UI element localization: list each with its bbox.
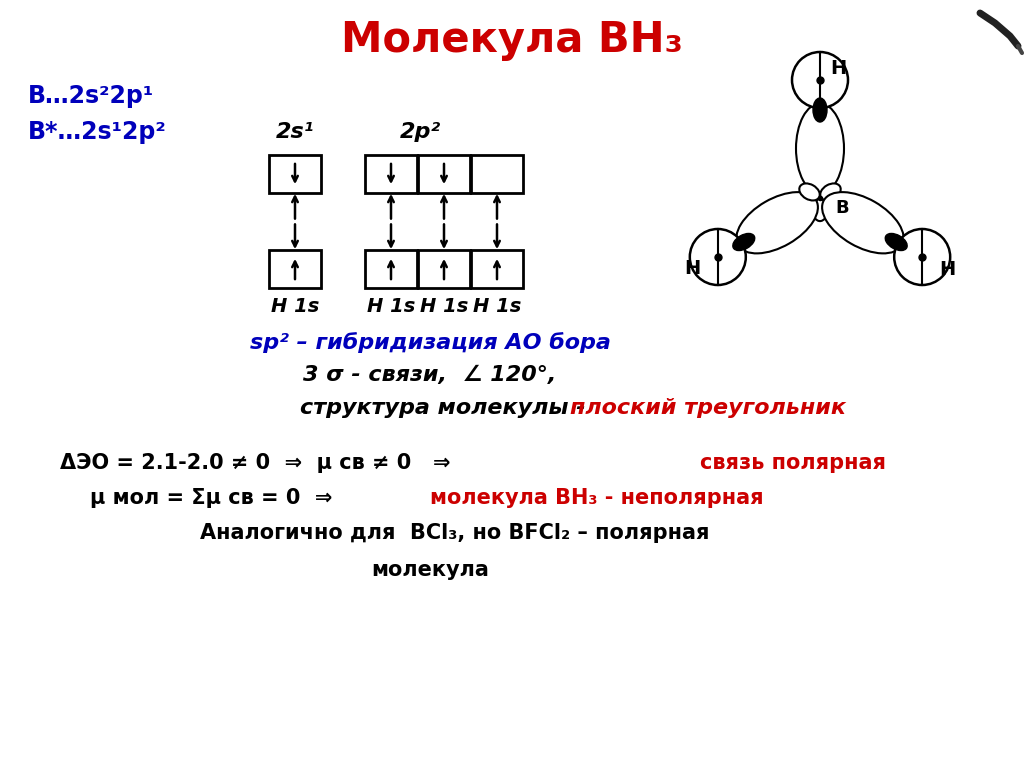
Text: B: B [836,199,849,217]
Circle shape [690,229,745,285]
Text: плоский треугольник: плоский треугольник [570,398,846,418]
Text: структура молекулы -: структура молекулы - [300,398,593,418]
Bar [365,155,417,193]
Text: Аналогично для  BCl₃, но BFCl₂ – полярная: Аналогично для BCl₃, но BFCl₂ – полярная [200,523,710,543]
Text: В*…2s¹2p²: В*…2s¹2p² [28,120,167,144]
Ellipse shape [796,104,844,194]
Ellipse shape [822,192,903,253]
Circle shape [792,52,848,108]
Text: 2s¹: 2s¹ [275,122,314,142]
Ellipse shape [812,199,827,221]
Text: молекула: молекула [371,560,488,580]
Text: Молекула BH₃: Молекула BH₃ [341,19,683,61]
Ellipse shape [800,184,820,200]
Text: H 1s: H 1s [270,296,319,316]
Text: 3 σ - связи,  ∠ 120°,: 3 σ - связи, ∠ 120°, [303,365,557,385]
Text: H: H [685,260,701,279]
Text: H 1s: H 1s [473,296,521,316]
Ellipse shape [813,98,827,122]
Text: H 1s: H 1s [367,296,415,316]
Bar [269,155,321,193]
Text: молекула BH₃ - неполярная: молекула BH₃ - неполярная [430,488,764,508]
Text: ΔЭО = 2.1-2.0 ≠ 0  ⇒  μ св ≠ 0   ⇒: ΔЭО = 2.1-2.0 ≠ 0 ⇒ μ св ≠ 0 ⇒ [60,453,465,473]
Bar [418,155,470,193]
Text: В…2s²2p¹: В…2s²2p¹ [28,84,155,108]
Ellipse shape [733,233,755,250]
Text: sp² – гибридизация АО бора: sp² – гибридизация АО бора [250,333,610,353]
Bar [418,250,470,288]
Circle shape [894,229,950,285]
Text: H: H [829,58,846,78]
Ellipse shape [885,233,907,250]
Text: H 1s: H 1s [420,296,468,316]
Bar [471,155,523,193]
Ellipse shape [820,184,841,200]
Text: связь полярная: связь полярная [700,453,886,473]
Text: 2p²: 2p² [399,122,440,142]
Text: H: H [939,260,955,279]
Text: μ мол = Σμ св = 0  ⇒: μ мол = Σμ св = 0 ⇒ [90,488,333,508]
Bar [365,250,417,288]
Ellipse shape [736,192,818,253]
Bar [269,250,321,288]
Bar [471,250,523,288]
